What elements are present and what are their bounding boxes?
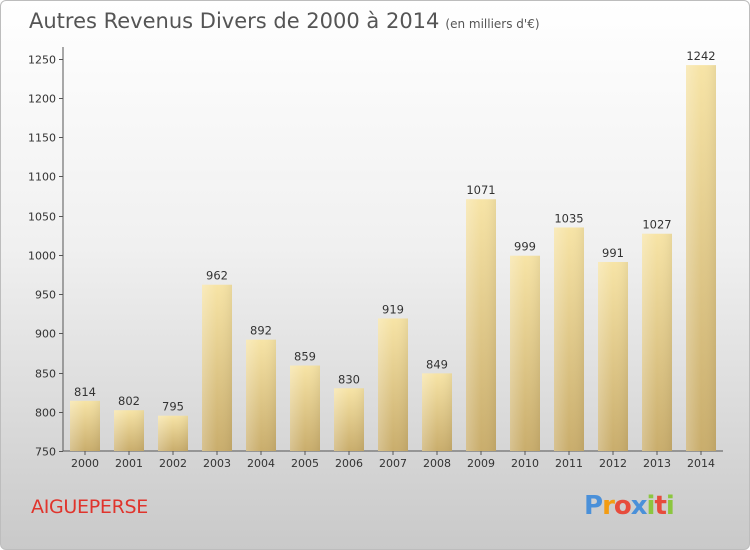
bar-shine	[598, 261, 628, 451]
x-tick-label: 2000	[71, 457, 99, 470]
x-tick-label: 2003	[203, 457, 231, 470]
x-tick-label: 2013	[643, 457, 671, 470]
y-tick-label: 900	[35, 328, 56, 341]
x-tick-label: 2014	[687, 457, 715, 470]
y-tick-label: 1200	[28, 93, 56, 106]
logo-letter: P	[584, 491, 603, 521]
bar-shine	[158, 415, 188, 451]
logo-letter: i	[646, 491, 656, 521]
bar-shine	[246, 339, 276, 451]
bar-value-label: 1027	[642, 218, 671, 232]
bar-shine	[334, 388, 364, 451]
bar-value-label: 849	[426, 357, 448, 371]
x-tick-label: 2007	[379, 457, 407, 470]
x-tick-label: 2008	[423, 457, 451, 470]
y-tick-label: 1100	[28, 171, 56, 184]
logo-letter: r	[602, 491, 615, 521]
bar-shine	[466, 199, 496, 451]
bar-value-label: 814	[74, 385, 96, 399]
bar-value-label: 859	[294, 350, 316, 364]
bar-shine	[686, 65, 716, 451]
chart-title: Autres Revenus Divers de 2000 à 2014 (en …	[29, 9, 540, 33]
bar-shine	[554, 227, 584, 451]
bar-shine	[642, 233, 672, 451]
x-tick-label: 2010	[511, 457, 539, 470]
bar-value-label: 802	[118, 394, 140, 408]
y-tick-label: 800	[35, 407, 56, 420]
bar-value-label: 962	[206, 269, 228, 283]
x-tick-label: 2011	[555, 457, 583, 470]
bar-shine	[422, 373, 452, 451]
y-tick-label: 1250	[28, 54, 56, 67]
x-tick-label: 2005	[291, 457, 319, 470]
x-tick-label: 2009	[467, 457, 495, 470]
bar-shine	[202, 284, 232, 451]
bar-value-label: 830	[338, 372, 360, 386]
logo-letter: x	[630, 491, 648, 521]
bar-shine	[378, 318, 408, 451]
x-tick-label: 2004	[247, 457, 275, 470]
y-tick-label: 950	[35, 289, 56, 302]
bar-shine	[510, 255, 540, 451]
y-tick-label: 1050	[28, 211, 56, 224]
bar-value-label: 991	[602, 246, 624, 260]
logo-letter: i	[665, 491, 675, 521]
x-tick-label: 2012	[599, 457, 627, 470]
bar-value-label: 795	[162, 400, 184, 414]
bar-value-label: 1071	[466, 183, 495, 197]
bar-shine	[290, 365, 320, 451]
x-tick-label: 2001	[115, 457, 143, 470]
y-tick-label: 750	[35, 446, 56, 459]
y-tick-label: 1000	[28, 250, 56, 263]
y-tick-label: 850	[35, 368, 56, 381]
chart-title-main: Autres Revenus Divers de 2000 à 2014	[29, 9, 440, 33]
chart-title-unit: (en milliers d'€)	[445, 17, 540, 31]
proxiti-logo: Proxiti	[584, 491, 675, 521]
bar-value-label: 1035	[554, 211, 583, 225]
chart-bars	[70, 65, 716, 451]
place-name: AIGUEPERSE	[31, 496, 148, 518]
chart-data-labels: 814 802 795 962 892 859 830 919 849 1071 999 1035 99…	[74, 49, 716, 414]
chart-axes: 750 800 850 900 950 1000 1050 1100 1150 1200 1250 2…	[28, 47, 723, 470]
bar-value-label: 999	[514, 240, 536, 254]
logo-letter: o	[613, 491, 632, 521]
bar-value-label: 1242	[686, 49, 715, 63]
bar-value-label: 892	[250, 324, 272, 338]
logo-letter: t	[654, 491, 666, 521]
y-tick-label: 1150	[28, 132, 56, 145]
x-tick-label: 2006	[335, 457, 363, 470]
bar-shine	[114, 410, 144, 451]
x-tick-label: 2002	[159, 457, 187, 470]
bar-shine	[70, 400, 100, 451]
bar-value-label: 919	[382, 302, 404, 316]
